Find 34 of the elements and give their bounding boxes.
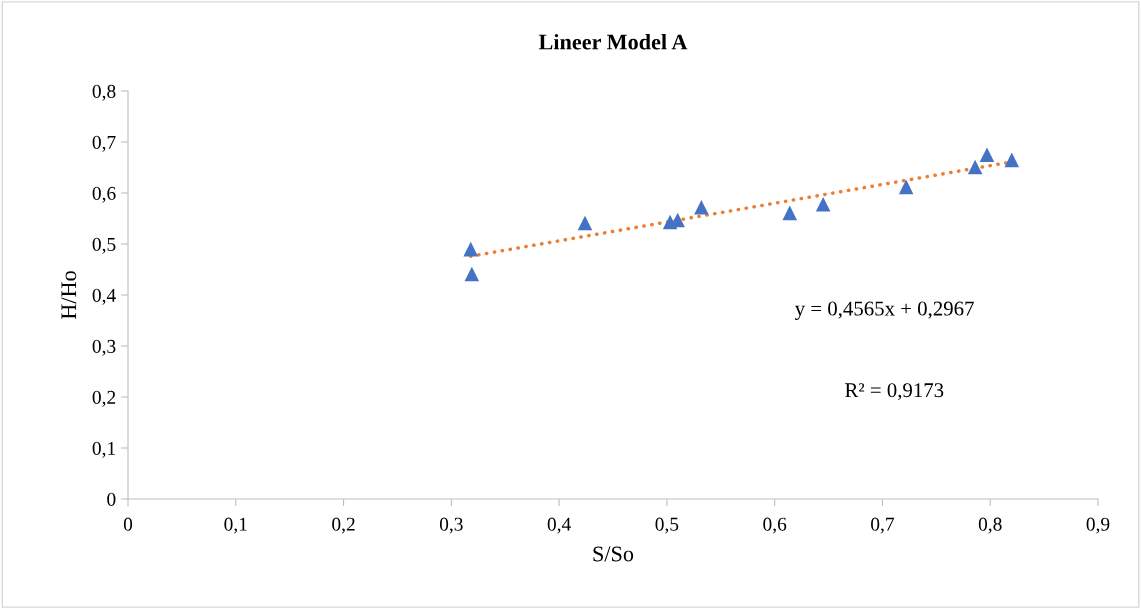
y-tick-label: 0,7 <box>92 135 116 152</box>
y-tick-label: 0,1 <box>92 441 116 458</box>
x-tick-label: 0,2 <box>332 517 355 534</box>
annotation: R² = 0,9173 <box>845 383 944 401</box>
x-tick-label: 0 <box>123 517 133 531</box>
x-tick-label: 0,6 <box>763 517 787 534</box>
point <box>782 205 798 221</box>
y-tick-label: 0,5 <box>92 237 116 254</box>
x-tick-label: 0,8 <box>978 517 1002 534</box>
x-tick-label: 0,3 <box>439 517 463 534</box>
point <box>464 266 480 282</box>
point <box>577 215 593 231</box>
y-tick-label: 0,4 <box>92 288 116 305</box>
point <box>815 196 831 212</box>
x-tick-label: 0,7 <box>871 517 895 534</box>
point <box>898 179 914 195</box>
y-tick-label: 0,2 <box>92 390 116 407</box>
y-axis-title: H/Ho <box>61 271 77 320</box>
y-tick-label: 0,3 <box>92 339 116 356</box>
point <box>694 200 709 215</box>
x-tick-label: 0,9 <box>1086 517 1110 534</box>
y-tick-label: 0,6 <box>92 186 116 203</box>
y-tick-label: 0 <box>107 492 116 506</box>
point <box>967 159 983 175</box>
x-tick-label: 0,1 <box>224 517 247 534</box>
chart-title: Lineer Model A <box>538 33 688 50</box>
y-tick-label: 0,8 <box>92 84 116 101</box>
point <box>463 241 479 257</box>
x-tick-label: 0,5 <box>655 517 679 534</box>
annotation: y = 0,4565x + 0,2967 <box>794 301 974 320</box>
x-tick-label: 0,4 <box>547 517 571 534</box>
point <box>979 147 995 163</box>
x-axis-title: S/So <box>593 546 634 562</box>
point <box>1004 152 1020 168</box>
